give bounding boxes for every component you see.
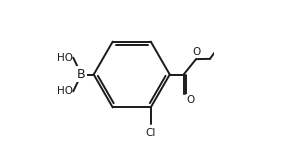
Text: O: O: [187, 95, 195, 105]
Text: B: B: [77, 68, 86, 81]
Text: HO: HO: [56, 86, 72, 96]
Text: HO: HO: [56, 53, 72, 63]
Text: Cl: Cl: [146, 128, 156, 138]
Text: O: O: [192, 47, 200, 57]
